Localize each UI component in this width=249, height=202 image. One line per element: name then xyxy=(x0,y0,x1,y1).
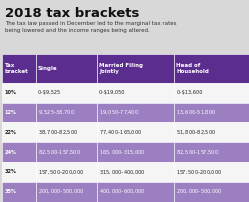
Text: $165,000–$315,000: $165,000–$315,000 xyxy=(99,148,146,156)
Text: $200,000–$500,000: $200,000–$500,000 xyxy=(176,188,223,195)
Text: 10%: 10% xyxy=(4,90,16,95)
Text: Married Filing
Jointly: Married Filing Jointly xyxy=(99,63,143,74)
Bar xyxy=(97,54,174,83)
Bar xyxy=(174,54,249,83)
Text: 0–$19,050: 0–$19,050 xyxy=(99,90,125,95)
Bar xyxy=(2,142,36,162)
Bar xyxy=(97,83,174,103)
Text: 0–$9,525: 0–$9,525 xyxy=(38,90,61,95)
Text: $157,500–$200,000: $157,500–$200,000 xyxy=(38,168,84,176)
Text: 2018 tax brackets: 2018 tax brackets xyxy=(5,7,139,20)
Bar xyxy=(36,142,97,162)
Text: 0–$13,600: 0–$13,600 xyxy=(176,90,203,95)
Text: $82,500–$157,500: $82,500–$157,500 xyxy=(176,148,219,156)
Text: $13,600–$51,800: $13,600–$51,800 xyxy=(176,109,216,116)
Text: 24%: 24% xyxy=(4,150,16,155)
Bar xyxy=(97,103,174,122)
Text: $315,000–$400,000: $315,000–$400,000 xyxy=(99,168,146,176)
Bar xyxy=(174,182,249,202)
Text: $38,700–$82,500: $38,700–$82,500 xyxy=(38,129,78,136)
Bar xyxy=(97,122,174,142)
Bar xyxy=(36,122,97,142)
Text: 32%: 32% xyxy=(4,169,16,174)
Text: $9,525–$38,700: $9,525–$38,700 xyxy=(38,109,75,116)
Bar xyxy=(174,83,249,103)
Text: $51,800–$82,500: $51,800–$82,500 xyxy=(176,129,216,136)
Text: 35%: 35% xyxy=(4,189,16,194)
Bar xyxy=(2,162,36,182)
Text: Single: Single xyxy=(38,66,58,71)
Text: $157,500–$200,000: $157,500–$200,000 xyxy=(176,168,222,176)
Text: The tax law passed in December led to the marginal tax rates
being lowered and t: The tax law passed in December led to th… xyxy=(5,21,177,33)
Bar xyxy=(36,54,97,83)
Bar xyxy=(2,122,36,142)
Bar xyxy=(2,103,36,122)
Text: $200,000–$500,000: $200,000–$500,000 xyxy=(38,188,85,195)
Bar xyxy=(174,162,249,182)
Bar xyxy=(36,83,97,103)
Bar xyxy=(2,54,36,83)
Bar xyxy=(2,182,36,202)
Bar xyxy=(36,103,97,122)
Bar xyxy=(97,162,174,182)
Text: Tax
bracket: Tax bracket xyxy=(4,63,28,74)
Text: $77,400–$165,000: $77,400–$165,000 xyxy=(99,129,142,136)
Bar xyxy=(97,142,174,162)
Bar xyxy=(36,162,97,182)
Text: $82,500–$157,500: $82,500–$157,500 xyxy=(38,148,81,156)
Bar xyxy=(174,142,249,162)
Text: 12%: 12% xyxy=(4,110,16,115)
Bar xyxy=(36,182,97,202)
Bar xyxy=(2,83,36,103)
Bar xyxy=(174,122,249,142)
Text: 22%: 22% xyxy=(4,130,16,135)
Text: $19,050–$77,400: $19,050–$77,400 xyxy=(99,109,139,116)
Text: $400,000–$600,000: $400,000–$600,000 xyxy=(99,188,146,195)
Bar xyxy=(97,182,174,202)
Bar xyxy=(174,103,249,122)
Text: Head of
Household: Head of Household xyxy=(176,63,209,74)
